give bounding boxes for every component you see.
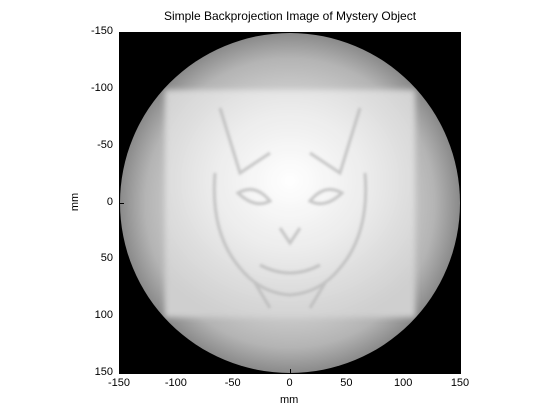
y-tick-label: -150	[90, 25, 113, 37]
x-tick-label: 150	[450, 377, 470, 389]
x-axis-title: mm	[280, 394, 299, 406]
y-tick-label: 150	[94, 366, 113, 378]
figure-title: Simple Backprojection Image of Mystery O…	[163, 9, 417, 23]
x-tick-label: 0	[286, 377, 293, 389]
x-tick-label: -150	[107, 377, 131, 389]
y-tick-label: 100	[94, 309, 113, 322]
x-tick-mark	[460, 369, 461, 373]
x-tick-label: -50	[224, 377, 241, 389]
y-tick-mark	[120, 145, 124, 147]
y-tick-label: 50	[100, 252, 113, 265]
backprojection-image	[120, 33, 460, 373]
x-tick-mark	[346, 369, 348, 373]
x-tick-mark	[289, 369, 291, 373]
y-tick-label: 0	[106, 195, 113, 208]
y-tick-mark	[120, 202, 124, 204]
x-tick-label: 100	[393, 377, 413, 389]
x-tick-mark	[119, 369, 120, 373]
y-tick-mark	[120, 259, 124, 261]
y-tick-mark	[120, 32, 124, 33]
object-square	[165, 90, 415, 317]
x-tick-mark	[403, 369, 405, 373]
y-axis-title: mm	[69, 192, 82, 212]
y-tick-label: -50	[97, 138, 113, 151]
object-features	[212, 107, 368, 309]
x-tick-mark	[232, 369, 234, 373]
x-tick-label: -100	[164, 377, 187, 389]
y-tick-label: -100	[90, 81, 113, 94]
x-tick-label: 50	[340, 377, 353, 389]
image-axes	[119, 32, 461, 374]
y-tick-mark	[120, 316, 124, 318]
y-tick-mark	[120, 88, 124, 90]
y-tick-mark	[120, 373, 124, 374]
x-tick-mark	[175, 369, 177, 373]
